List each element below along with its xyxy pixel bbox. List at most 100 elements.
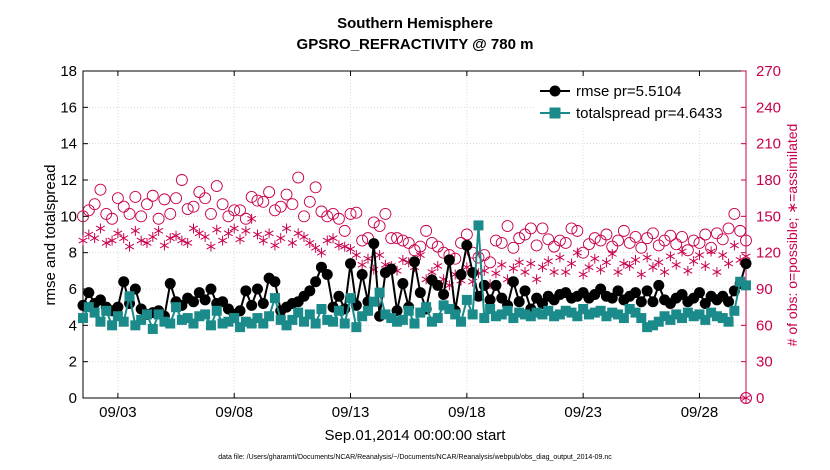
obs-possible-point xyxy=(286,198,299,211)
totalspread-point xyxy=(374,287,385,298)
obs-assimilated-point xyxy=(694,250,705,261)
totalspread-point xyxy=(485,303,496,314)
asterisk-stroke xyxy=(601,259,612,266)
rmse-point xyxy=(188,296,199,308)
totalspread-point xyxy=(240,316,251,327)
y2-axis-label: # of obs: o=possible; ∗=assimilated xyxy=(784,124,800,347)
totalspread-point xyxy=(706,307,717,318)
obs-possible-point xyxy=(321,210,334,223)
obs-possible-point xyxy=(175,174,188,186)
rmse-point xyxy=(368,238,380,250)
rmse-point xyxy=(257,298,269,310)
obs-possible-point xyxy=(245,191,258,203)
totalspread-point xyxy=(368,296,379,307)
obs-possible-point xyxy=(141,198,153,211)
right-tick-label: 60 xyxy=(756,317,773,334)
obs-assimilated-point xyxy=(601,257,612,268)
asterisk-stroke xyxy=(718,252,728,259)
x-axis-ticks: 09/03 09/08 09/13 09/18 09/23 09/28 xyxy=(99,71,718,421)
obs-assimilated-point xyxy=(654,257,664,268)
totalspread-point xyxy=(205,320,216,331)
totalspread-point xyxy=(118,316,129,327)
asterisk-stroke xyxy=(334,242,344,249)
obs-possible-point xyxy=(123,207,136,220)
asterisk-stroke xyxy=(223,230,233,237)
left-tick-label: 16 xyxy=(60,99,77,116)
asterisk-stroke xyxy=(555,254,565,261)
totalspread-point xyxy=(688,311,699,322)
asterisk-stroke xyxy=(188,225,199,232)
totalspread-point xyxy=(735,276,746,287)
obs-possible-point xyxy=(740,234,752,247)
asterisk-stroke xyxy=(293,230,303,237)
asterisk-stroke xyxy=(351,252,361,259)
obs-possible-point xyxy=(146,189,159,202)
obs-possible-point xyxy=(396,234,409,247)
obs-assimilated-point xyxy=(630,254,641,265)
rmse-point xyxy=(432,279,444,291)
rmse-point xyxy=(240,285,252,297)
obs-possible-point xyxy=(699,228,712,241)
left-tick-label: 4 xyxy=(69,317,77,334)
obs-possible-point xyxy=(88,198,101,211)
rmse-point xyxy=(472,290,484,302)
obs-assimilated-point xyxy=(625,260,635,271)
series-obs-possible xyxy=(77,171,752,269)
obs-possible-point xyxy=(478,249,491,262)
rmse-point xyxy=(118,276,130,288)
totalspread-point xyxy=(333,305,344,316)
totalspread-point xyxy=(310,318,321,329)
totalspread-point xyxy=(450,309,461,320)
totalspread-point xyxy=(426,316,437,327)
asterisk-stroke xyxy=(258,237,268,244)
rmse-point xyxy=(304,285,316,297)
asterisk-stroke xyxy=(148,233,158,240)
obs-assimilated-point xyxy=(287,237,297,248)
asterisk-stroke xyxy=(380,261,391,268)
totalspread-point xyxy=(136,314,147,325)
totalspread-point xyxy=(531,307,542,318)
obs-zero-marker xyxy=(740,392,752,404)
rmse-point xyxy=(507,276,519,288)
obs-assimilated-point xyxy=(677,246,687,257)
totalspread-point xyxy=(281,320,292,331)
totalspread-point xyxy=(275,314,286,325)
rmse-point xyxy=(356,268,368,280)
obs-possible-point xyxy=(257,195,270,208)
x-tick-label: 09/03 xyxy=(99,404,137,421)
obs-possible-point xyxy=(507,241,520,254)
series-totalspread xyxy=(78,220,751,334)
left-tick-label: 2 xyxy=(69,354,77,371)
asterisk-stroke xyxy=(566,260,577,267)
totalspread-point xyxy=(717,313,728,324)
asterisk-stroke xyxy=(398,257,408,263)
asterisk-stroke xyxy=(659,269,670,275)
rmse-point xyxy=(414,287,426,299)
obs-possible-point xyxy=(670,238,683,251)
totalspread-point xyxy=(141,309,152,320)
rmse-point xyxy=(385,263,397,275)
totalspread-point xyxy=(95,316,106,327)
obs-assimilated-point xyxy=(351,250,361,261)
obs-possible-point xyxy=(135,210,148,223)
totalspread-point xyxy=(572,311,583,322)
totalspread-point xyxy=(147,323,158,334)
totalspread-point xyxy=(153,309,164,320)
totalspread-point xyxy=(479,313,490,324)
obs-possible-point xyxy=(588,232,601,245)
obs-possible-point xyxy=(210,180,223,193)
asterisk-stroke xyxy=(706,248,716,255)
obs-assimilated-point xyxy=(723,258,734,269)
asterisk-stroke xyxy=(247,215,257,222)
totalspread-point xyxy=(723,316,734,327)
totalspread-point xyxy=(380,309,391,320)
obs-assimilated-point xyxy=(299,231,309,242)
obs-possible-point xyxy=(676,230,688,243)
totalspread-point xyxy=(339,318,350,329)
obs-assimilated-point xyxy=(607,248,617,259)
obs-assimilated-point xyxy=(305,237,315,248)
asterisk-stroke xyxy=(241,227,251,234)
rmse-point xyxy=(693,287,705,299)
obs-possible-point xyxy=(612,234,625,247)
